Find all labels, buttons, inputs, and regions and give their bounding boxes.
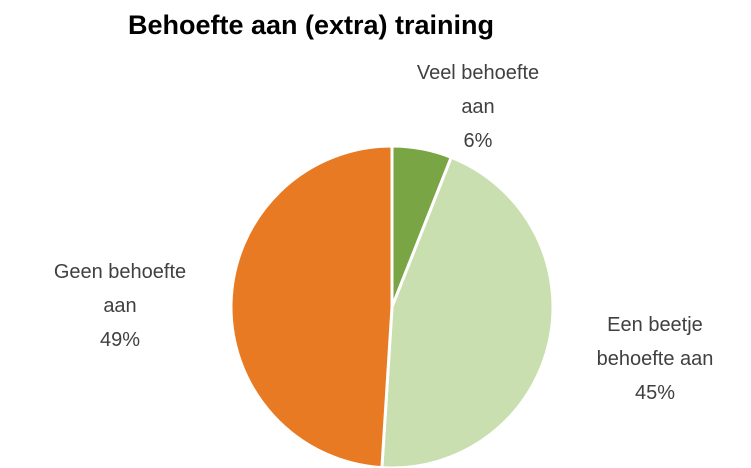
pie-slice xyxy=(380,155,555,468)
value-label: 6% xyxy=(463,130,493,152)
category-label: Een beetje behoefte aan xyxy=(596,314,714,370)
slice-label: Veel behoefte aan 6% xyxy=(398,56,558,158)
pie-slice xyxy=(229,144,394,468)
value-label: 45% xyxy=(634,382,676,404)
slice-label: Een beetje behoefte aan 45% xyxy=(575,308,735,410)
slice-label: Geen behoefte aan 49% xyxy=(40,255,200,357)
category-label: Geen behoefte aan xyxy=(53,261,187,317)
value-label: 49% xyxy=(99,329,141,351)
chart-title: Behoefte aan (extra) training xyxy=(127,10,495,40)
category-label: Veel behoefte aan xyxy=(416,62,540,118)
